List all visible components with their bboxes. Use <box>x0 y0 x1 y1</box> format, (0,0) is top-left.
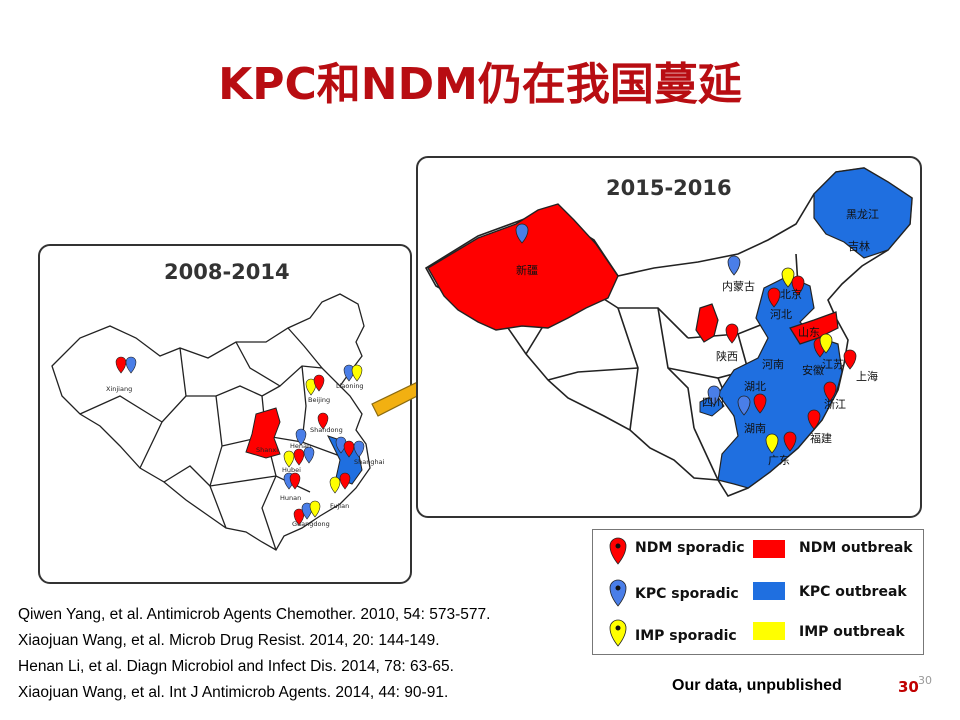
legend: NDM sporadic NDM outbreak KPC sporadic K… <box>592 529 924 655</box>
map-a-label: Shanghai <box>354 458 385 466</box>
map-b-label: 河北 <box>770 308 792 321</box>
map-b-label: 新疆 <box>516 263 538 277</box>
legend-imp-outbreak: IMP outbreak <box>799 624 905 640</box>
kpc-sporadic-marker-icon <box>609 579 627 607</box>
map-a-label: Shandong <box>310 426 343 434</box>
map-b-label: 福建 <box>810 431 832 445</box>
legend-kpc-sporadic: KPC sporadic <box>635 586 739 602</box>
period-label: 2015-2016 <box>606 176 732 200</box>
map-b-label: 吉林 <box>848 239 870 253</box>
china-map-2008-2014: Xinjiang Liaoning Beijing Shanxi Henan S… <box>51 293 385 551</box>
map-b-label: 广东 <box>768 454 790 467</box>
map-a-label: Hunan <box>280 494 301 502</box>
page-number-small: 30 <box>918 674 932 687</box>
map-a-label: Liaoning <box>336 382 364 390</box>
map-b-label: 江苏 <box>822 358 844 371</box>
map-panel-2015-2016: 2015-2016 <box>416 156 922 518</box>
map-panel-2008-2014: 2008-2014 <box>38 244 412 584</box>
reference-line: Xiaojuan Wang, et al. Int J Antimicrob A… <box>18 684 449 701</box>
map-b-label: 湖南 <box>744 422 766 435</box>
map-b-label: 黑龙江 <box>846 208 879 221</box>
slide-title: KPC和NDM仍在我国蔓延 <box>218 59 742 110</box>
data-source-note: Our data, unpublished <box>672 677 842 694</box>
legend-kpc-outbreak: KPC outbreak <box>799 584 907 600</box>
ndm-sporadic-marker-icon <box>609 537 627 565</box>
map-a-label: Fujian <box>330 502 349 510</box>
imp-outbreak-swatch <box>753 622 785 640</box>
kpc-outbreak-swatch <box>753 582 785 600</box>
reference-line: Xiaojuan Wang, et al. Microb Drug Resist… <box>18 632 440 649</box>
map-a-label: Beijing <box>308 396 330 404</box>
legend-imp-sporadic: IMP sporadic <box>635 628 737 644</box>
map-b-label: 安徽 <box>802 363 824 377</box>
imp-sporadic-marker-icon <box>609 619 627 647</box>
map-a-label: Guangdong <box>292 520 330 528</box>
map-a-label: Shanxi <box>256 446 278 454</box>
ndm-outbreak-swatch <box>753 540 785 558</box>
map-b-label: 浙江 <box>824 398 846 411</box>
map-b-label: 河南 <box>762 358 784 371</box>
page-number: 30 <box>898 678 919 696</box>
reference-line: Henan Li, et al. Diagn Microbiol and Inf… <box>18 658 454 675</box>
china-map-2015-2016: 新疆 内蒙古 黑龙江 吉林 北京 河北 山东 陕西 河南 安徽 江苏 上海 湖北… <box>424 167 913 497</box>
map-a-label: Henan <box>290 442 311 450</box>
map-b-label: 湖北 <box>744 380 766 393</box>
map-b-label: 山东 <box>798 326 820 339</box>
map-b-label: 上海 <box>856 369 878 383</box>
reference-line: Qiwen Yang, et al. Antimicrob Agents Che… <box>18 606 491 623</box>
map-a-label: Xinjiang <box>106 385 132 393</box>
legend-ndm-outbreak: NDM outbreak <box>799 540 913 556</box>
legend-ndm-sporadic: NDM sporadic <box>635 540 745 556</box>
map-a-label: Hubei <box>282 466 301 474</box>
references: Qiwen Yang, et al. Antimicrob Agents Che… <box>18 602 490 706</box>
map-b-label: 北京 <box>780 287 802 301</box>
map-b-label: 内蒙古 <box>722 279 755 293</box>
map-b-label: 陕西 <box>716 349 738 363</box>
map-b-label: 四川 <box>702 396 724 409</box>
period-label: 2008-2014 <box>164 260 290 284</box>
